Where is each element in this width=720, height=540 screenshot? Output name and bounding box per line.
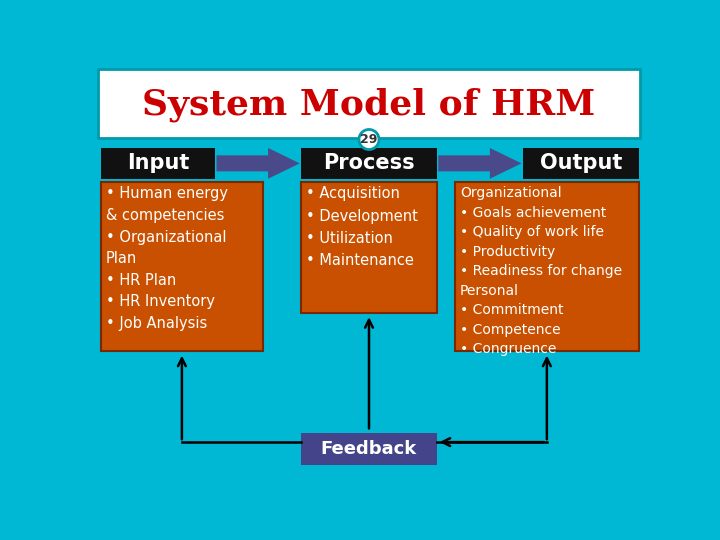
FancyBboxPatch shape xyxy=(101,148,215,179)
Circle shape xyxy=(359,130,379,150)
Text: Output: Output xyxy=(539,153,622,173)
Text: • Human energy
& competencies
• Organizational
Plan
• HR Plan
• HR Inventory
• J: • Human energy & competencies • Organiza… xyxy=(106,186,228,331)
FancyBboxPatch shape xyxy=(98,69,640,138)
Text: System Model of HRM: System Model of HRM xyxy=(143,87,595,122)
Text: • Acquisition
• Development
• Utilization
• Maintenance: • Acquisition • Development • Utilizatio… xyxy=(306,186,418,268)
FancyBboxPatch shape xyxy=(301,433,437,465)
FancyBboxPatch shape xyxy=(455,182,639,351)
Text: Feedback: Feedback xyxy=(321,440,417,458)
FancyBboxPatch shape xyxy=(523,148,639,179)
Polygon shape xyxy=(217,148,300,179)
Text: 29: 29 xyxy=(360,133,378,146)
Text: Process: Process xyxy=(323,153,415,173)
Text: Organizational
• Goals achievement
• Quality of work life
• Productivity
• Readi: Organizational • Goals achievement • Qua… xyxy=(460,186,622,356)
FancyBboxPatch shape xyxy=(301,182,437,313)
FancyBboxPatch shape xyxy=(101,182,263,351)
Polygon shape xyxy=(438,148,521,179)
FancyBboxPatch shape xyxy=(301,148,437,179)
Text: Input: Input xyxy=(127,153,189,173)
